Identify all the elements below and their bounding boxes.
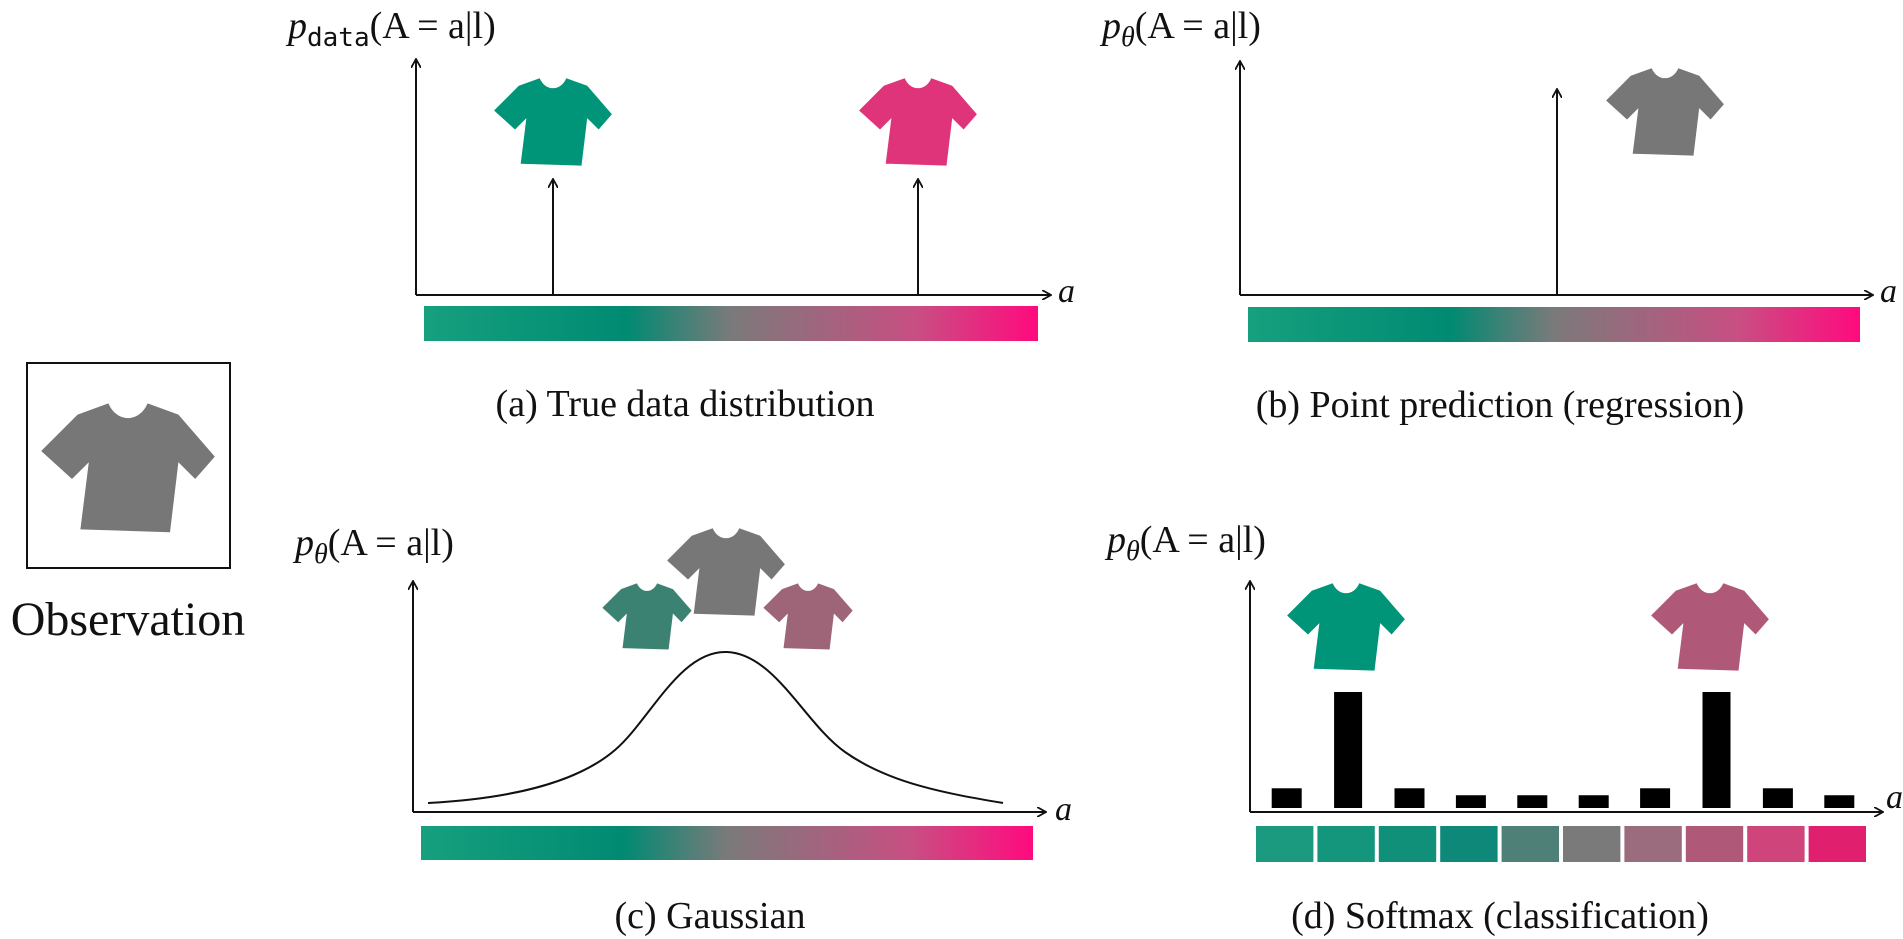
panel-b-gray-shirt-icon [1606, 68, 1724, 156]
softmax-bin [1317, 826, 1375, 862]
softmax-bin [1808, 826, 1866, 862]
observation-shirt-icon [41, 403, 215, 533]
panel-c-gaussian-curve [427, 650, 1004, 804]
panel-a-ylabel: pdata(A = a|l) [285, 5, 496, 53]
softmax-bin [1624, 826, 1682, 862]
observation-label: Observation [11, 593, 246, 646]
panel-d: pθ(A = a|l) a (d) Softmax (classificatio… [1104, 519, 1903, 937]
panel-d-green-shirt-icon [1287, 583, 1405, 671]
softmax-bars [1271, 692, 1855, 808]
softmax-bin [1256, 826, 1314, 862]
panel-c-colorbar [421, 826, 1033, 860]
panel-c: pθ(A = a|l) a (c) Gaussian [292, 522, 1072, 937]
panel-c-caption: (c) Gaussian [615, 895, 806, 937]
panel-a-caption: (a) True data distribution [496, 383, 875, 425]
panel-a-green-shirt-icon [494, 78, 612, 166]
panel-b-ylabel: pθ(A = a|l) [1099, 5, 1261, 53]
panel-c-gray-shirt-icon [667, 528, 785, 616]
softmax-bar [1824, 795, 1855, 808]
softmax-bar [1394, 788, 1425, 808]
panel-b: pθ(A = a|l) a (b) Point prediction (regr… [1099, 5, 1897, 426]
panel-b-colorbar [1248, 307, 1860, 342]
panel-a-pink-shirt-icon [859, 78, 977, 166]
panel-b-xlabel: a [1880, 273, 1897, 310]
softmax-bin [1501, 826, 1559, 862]
panel-d-caption: (d) Softmax (classification) [1291, 895, 1709, 937]
softmax-bar [1455, 795, 1486, 808]
softmax-bin [1685, 826, 1744, 862]
panel-c-green-shirt-icon [602, 583, 692, 650]
panel-d-rose-shirt-icon [1651, 583, 1769, 671]
softmax-bar [1702, 692, 1731, 808]
softmax-bin [1747, 826, 1805, 862]
panel-b-caption: (b) Point prediction (regression) [1256, 384, 1745, 426]
panel-c-mauve-shirt-icon [763, 583, 853, 650]
panel-a: pdata(A = a|l) a (a) True data distribut… [285, 5, 1075, 425]
softmax-bar [1334, 692, 1363, 808]
softmax-bar [1640, 788, 1671, 808]
softmax-bins [1256, 826, 1866, 862]
softmax-bar [1517, 795, 1548, 808]
softmax-bin [1563, 826, 1621, 862]
panel-d-ylabel: pθ(A = a|l) [1104, 519, 1266, 567]
panel-c-ylabel: pθ(A = a|l) [292, 522, 454, 570]
softmax-bin [1440, 826, 1498, 862]
panel-a-xlabel: a [1058, 273, 1075, 310]
observation-frame [26, 362, 231, 569]
softmax-bar [1271, 788, 1302, 808]
softmax-bar [1762, 788, 1793, 808]
panel-d-xlabel: a [1886, 779, 1903, 816]
observation-panel: Observation [11, 362, 246, 646]
panel-a-colorbar [424, 306, 1038, 341]
panel-c-xlabel: a [1055, 791, 1072, 828]
softmax-bin [1378, 826, 1437, 862]
softmax-bar [1578, 795, 1609, 808]
